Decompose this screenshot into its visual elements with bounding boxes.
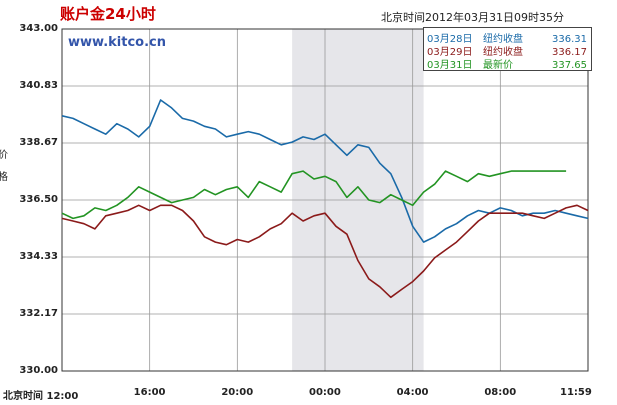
y-tick-label: 332.17 (19, 308, 58, 319)
site-watermark: www.kitco.cn (68, 35, 166, 50)
x-tick-label: 00:00 (309, 387, 341, 398)
legend-label: 最新价 (483, 60, 513, 71)
legend-date: 03月29日 (427, 47, 473, 58)
x-tick-label: 08:00 (484, 387, 517, 398)
legend-value: 336.17 (552, 47, 587, 58)
series-line-1 (61, 204, 589, 299)
plot-frame (61, 28, 589, 372)
chart-title: 账户金24小时 (60, 5, 156, 23)
chart-series (61, 99, 589, 299)
x-tick-label: 20:00 (221, 387, 254, 398)
y-label-fragment: 格 (0, 172, 8, 183)
chart-legend: 03月28日 纽约收盘 336.31 03月29日 纽约收盘 336.17 03月31日… (423, 27, 592, 71)
y-tick-label: 336.50 (19, 194, 58, 205)
legend-date: 03月28日 (427, 34, 473, 45)
y-label-fragment: 价 (0, 150, 8, 161)
legend-entry-0328: 03月28日 纽约收盘 336.31 (427, 30, 587, 45)
y-tick-label: 334.33 (19, 251, 58, 262)
legend-entry-0329: 03月29日 纽约收盘 336.17 (427, 43, 587, 58)
x-tick-label: 04:00 (396, 387, 429, 398)
y-tick-label: 340.83 (19, 80, 58, 91)
series-line-2 (61, 170, 567, 220)
legend-date: 03月31日 (427, 60, 473, 71)
legend-entry-0331: 03月31日 最新价 337.65 (427, 56, 587, 71)
legend-label: 纽约收盘 (483, 47, 523, 58)
legend-value: 336.31 (552, 34, 587, 45)
x-tick-label: 16:00 (133, 387, 166, 398)
y-tick-label: 338.67 (19, 137, 58, 148)
timestamp: 北京时间2012年03月31日09时35分 (381, 11, 564, 24)
y-tick-label: 330.00 (19, 365, 58, 376)
y-tick-label: 343.00 (19, 23, 58, 34)
series-line-0 (61, 99, 589, 243)
legend-label: 纽约收盘 (483, 34, 523, 45)
chart-grid (61, 28, 589, 372)
x-tick-label: 北京时间 12:00 (3, 391, 79, 402)
x-tick-label: 11:59 (560, 387, 592, 398)
legend-value: 337.65 (552, 60, 587, 71)
